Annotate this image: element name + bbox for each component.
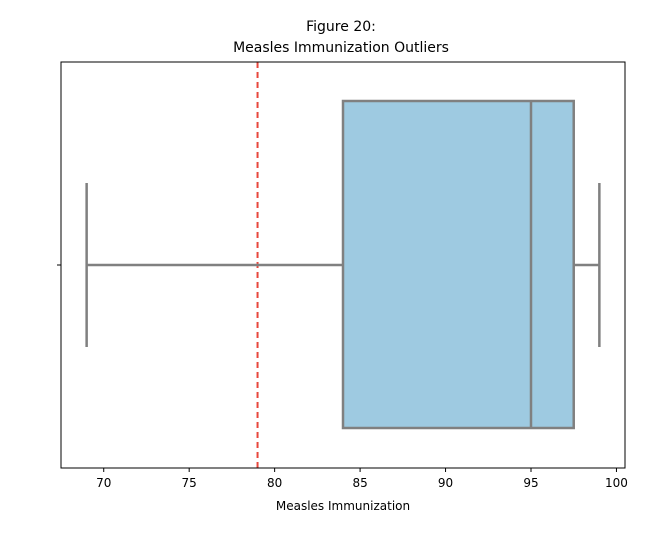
plot-area — [85, 62, 601, 468]
chart-subtitle: Measles Immunization Outliers — [233, 40, 449, 56]
x-axis-label: Measles Immunization — [276, 499, 410, 513]
iqr-box — [341, 99, 575, 430]
x-tick-label: 75 — [182, 476, 197, 490]
x-tick-label: 90 — [438, 476, 453, 490]
x-tick-label: 100 — [605, 476, 628, 490]
chart-title: Figure 20: — [306, 19, 376, 35]
x-tick-label: 80 — [267, 476, 282, 490]
x-axis: 70 75 80 85 90 95 100 — [96, 468, 628, 490]
x-tick-label: 85 — [352, 476, 367, 490]
x-tick-label: 70 — [96, 476, 111, 490]
x-tick-label: 95 — [523, 476, 538, 490]
